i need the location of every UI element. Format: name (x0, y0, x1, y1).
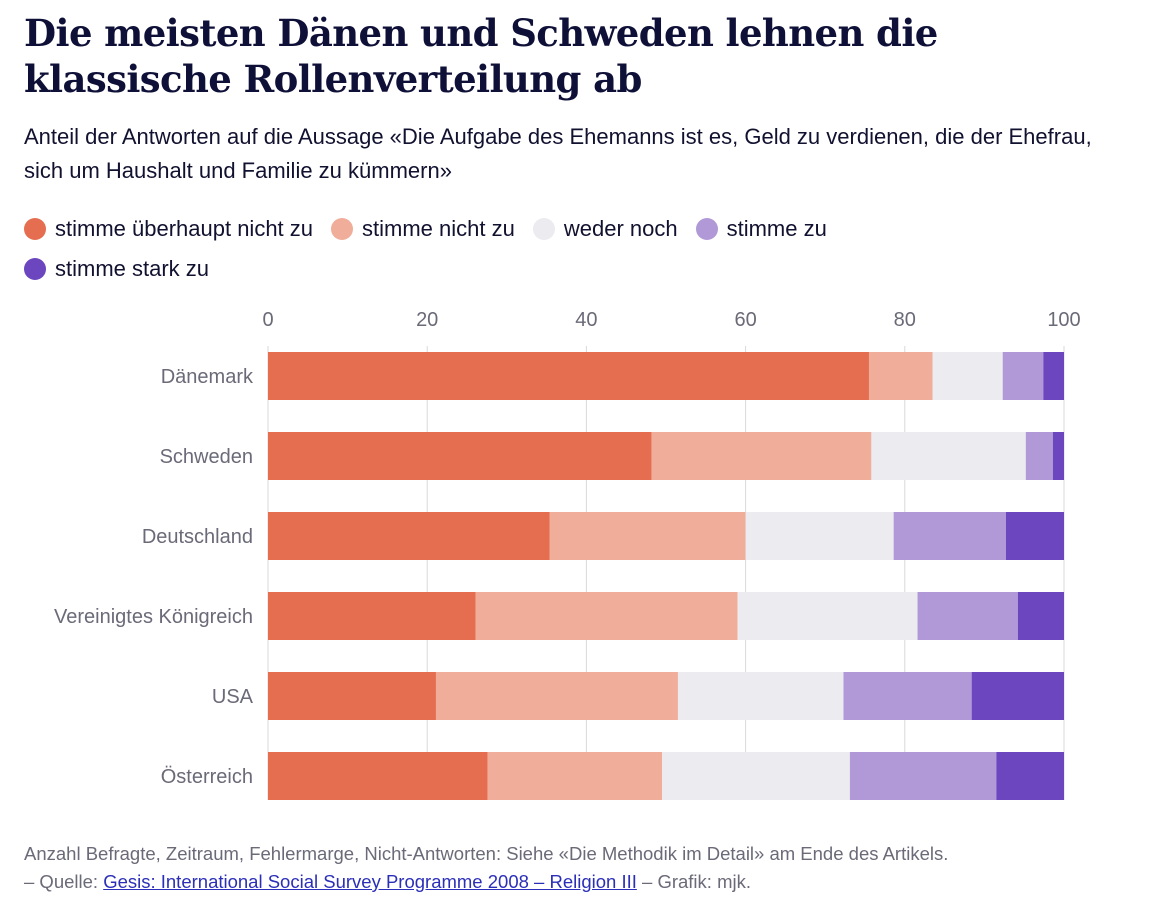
bar-segment (871, 432, 1026, 480)
legend-swatch (695, 218, 718, 240)
bar-segment (435, 672, 678, 720)
bar-segment (996, 752, 1064, 800)
bar-segment (737, 592, 918, 640)
bar-segment (1025, 432, 1053, 480)
bar-segment (843, 672, 972, 720)
bar-segment (268, 352, 869, 400)
x-tick-label: 0 (262, 309, 273, 331)
category-label: Deutschland (142, 526, 253, 548)
bar-segment (475, 592, 738, 640)
legend-swatch (24, 258, 46, 280)
legend-label: stimme nicht zu (362, 216, 515, 241)
bar-segment (917, 592, 1018, 640)
legend-label: stimme zu (726, 216, 827, 241)
source-suffix: – Grafik: mjk. (636, 871, 751, 892)
bar-segment (268, 512, 550, 560)
bar-segment (745, 512, 894, 560)
source-line: – Quelle: Gesis: International Social Su… (24, 868, 1144, 896)
legend-item: stimme stark zu (24, 252, 209, 286)
methodology-note: Anzahl Befragte, Zeitraum, Fehlermarge, … (24, 843, 949, 864)
x-tick-label: 60 (734, 309, 756, 331)
x-tick-label: 80 (894, 309, 916, 331)
x-tick-label: 40 (575, 309, 597, 331)
legend-item: stimme zu (695, 212, 827, 246)
bar-segment (549, 512, 746, 560)
bar-segment (868, 352, 933, 400)
bar-segment (268, 752, 488, 800)
stacked-bar-chart: 0 20 40 60 80 100 Dänemark Schweden Deutschland V… (54, 309, 1081, 800)
legend-swatch (331, 218, 354, 240)
footer: Anzahl Befragte, Zeitraum, Fehlermarge, … (24, 840, 1144, 896)
bar-segment (1002, 352, 1044, 400)
legend-swatch (532, 218, 555, 240)
category-label: Schweden (160, 446, 253, 468)
bar-segment (849, 752, 997, 800)
bar-segment (1005, 512, 1064, 560)
legend-label: stimme überhaupt nicht zu (55, 216, 314, 241)
bar-segment (893, 512, 1006, 560)
x-tick-label: 20 (416, 309, 438, 331)
source-prefix: – Quelle: (24, 871, 104, 892)
legend: stimme überhaupt nicht zu stimme nicht zu… (24, 212, 1024, 286)
bar-segment (268, 432, 652, 480)
legend-item: stimme überhaupt nicht zu (24, 212, 313, 246)
chart-title: Die meisten Dänen und Schweden lehnen di… (24, 11, 938, 101)
source-link[interactable]: Gesis: International Social Survey Progr… (103, 871, 637, 892)
category-label: USA (212, 686, 254, 708)
legend-label: stimme stark zu (55, 256, 210, 281)
category-label: Österreich (161, 766, 253, 788)
legend-item: weder noch (532, 212, 678, 246)
bar-segment (677, 672, 844, 720)
legend-item: stimme nicht zu (331, 212, 515, 246)
category-label: Dänemark (161, 366, 254, 388)
legend-swatch (24, 218, 46, 240)
legend-label: weder noch (563, 216, 678, 241)
bar-segment (268, 672, 436, 720)
bar-segment (1052, 432, 1064, 480)
bar-segment (932, 352, 1003, 400)
chart-subtitle: Anteil der Antworten auf die Aussage «Di… (24, 124, 1092, 183)
category-label: Vereinigtes Königreich (54, 606, 253, 628)
x-tick-label: 100 (1047, 309, 1080, 331)
bar-segment (971, 672, 1064, 720)
bar-segment (662, 752, 850, 800)
bar-segment (268, 592, 476, 640)
bar-segment (651, 432, 872, 480)
bar-segment (487, 752, 663, 800)
bar-segment (1017, 592, 1064, 640)
bar-segment (1043, 352, 1064, 400)
